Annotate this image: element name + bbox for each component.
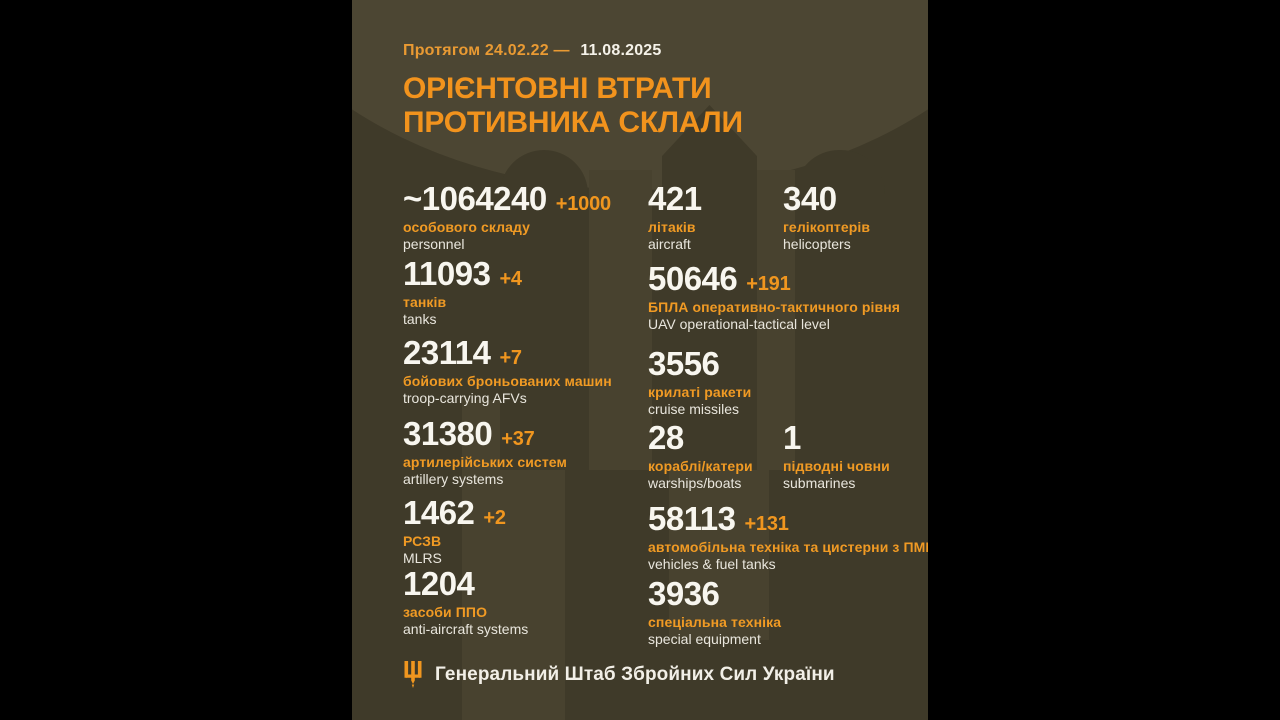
stat-label-en: tanks	[403, 311, 437, 327]
stat-value: 421	[648, 180, 702, 217]
stat-label-en: vehicles & fuel tanks	[648, 556, 776, 572]
stat-label-en: anti-aircraft systems	[403, 621, 529, 637]
stat-mlrs: 1462 +2 РСЗВ MLRS	[403, 496, 506, 567]
stat-submarines: 1 підводні човни submarines	[783, 421, 890, 492]
stat-label-ua: підводні човни	[783, 458, 890, 474]
stat-delta: +37	[501, 428, 535, 450]
stat-uav: 50646 +191 БПЛА оперативно-тактичного рі…	[648, 262, 900, 333]
watermark-trident-prong-right	[795, 150, 885, 470]
stat-label-ua: автомобільна техніка та цистерни з ПММ	[648, 539, 928, 555]
stat-value: 58113	[648, 500, 736, 537]
stat-label-ua: БПЛА оперативно-тактичного рівня	[648, 299, 901, 315]
stat-label-en: artillery systems	[403, 471, 504, 487]
period-line: Протягом 24.02.22 — 11.08.2025	[403, 42, 662, 60]
stat-label-en: special equipment	[648, 631, 761, 647]
period-prefix: Протягом 24.02.22 —	[403, 42, 570, 59]
stat-value: 1462	[403, 494, 475, 531]
stat-value: 28	[648, 419, 684, 456]
stat-label-ua: крилаті ракети	[648, 384, 752, 400]
stat-label-en: personnel	[403, 236, 465, 252]
stat-label-ua: кораблі/катери	[648, 458, 753, 474]
stat-label-en: cruise missiles	[648, 401, 740, 417]
stat-value: 1204	[403, 565, 475, 602]
stat-label-ua: спеціальна техніка	[648, 614, 782, 630]
stat-label-en: helicopters	[783, 236, 851, 252]
watermark-gap-band	[589, 170, 652, 470]
stat-label-ua: бойових броньованих машин	[403, 373, 612, 389]
stat-label-ua: засоби ППО	[403, 604, 488, 620]
trident-icon	[404, 661, 422, 688]
stat-delta: +7	[499, 347, 522, 369]
stat-label-en: MLRS	[403, 550, 442, 566]
footer-organization: Генеральний Штаб Збройних Сил України	[435, 663, 835, 685]
watermark-trident-prong-left	[500, 150, 588, 470]
stat-delta: +131	[744, 513, 789, 535]
stat-delta: +1000	[555, 193, 611, 215]
stat-value: 3556	[648, 345, 720, 382]
stat-warships: 28 кораблі/катери warships/boats	[648, 421, 753, 492]
stat-aircraft: 421 літаків aircraft	[648, 182, 702, 253]
stat-label-ua: танків	[403, 294, 447, 310]
stat-value: 340	[783, 180, 837, 217]
stat-tanks: 11093 +4 танків tanks	[403, 257, 522, 328]
stat-label-ua: літаків	[648, 219, 696, 235]
stat-special-equipment: 3936 спеціальна техніка special equipmen…	[648, 577, 781, 648]
stat-label-ua: гелікоптерів	[783, 219, 871, 235]
page-title: ОРІЄНТОВНІ ВТРАТИ ПРОТИВНИКА СКЛАЛИ	[403, 72, 743, 140]
title-line-1: ОРІЄНТОВНІ ВТРАТИ	[403, 72, 712, 105]
stat-vehicles-fuel: 58113 +131 автомобільна техніка та цисте…	[648, 502, 928, 573]
footer: Генеральний Штаб Збройних Сил України	[403, 661, 835, 688]
stat-value: 23114	[403, 334, 491, 371]
watermark-trident-prong-middle	[662, 105, 757, 470]
title-line-2: ПРОТИВНИКА СКЛАЛИ	[403, 106, 743, 139]
stat-label-ua: особового складу	[403, 219, 531, 235]
stat-delta: +4	[499, 268, 522, 290]
period-date: 11.08.2025	[580, 42, 662, 59]
stat-cruise-missiles: 3556 крилаті ракети cruise missiles	[648, 347, 751, 418]
stat-personnel: ~1064240 +1000 особового складу personne…	[403, 182, 611, 253]
stat-value: 3936	[648, 575, 720, 612]
stat-delta: +2	[483, 507, 506, 529]
stat-label-en: submarines	[783, 475, 856, 491]
stat-value: 50646	[648, 260, 738, 297]
stat-helicopters: 340 гелікоптерів helicopters	[783, 182, 870, 253]
stat-label-ua: РСЗВ	[403, 533, 442, 549]
infographic-canvas: Протягом 24.02.22 — 11.08.2025 ОРІЄНТОВН…	[352, 0, 928, 720]
stat-label-en: troop-carrying AFVs	[403, 390, 527, 406]
stat-afv: 23114 +7 бойових броньованих машин troop…	[403, 336, 612, 407]
stat-value: 31380	[403, 415, 493, 452]
stat-value: 11093	[403, 255, 491, 292]
stat-label-en: aircraft	[648, 236, 691, 252]
stat-label-en: warships/boats	[648, 475, 742, 491]
stat-artillery: 31380 +37 артилерійських систем artiller…	[403, 417, 567, 488]
stat-value: ~1064240	[403, 180, 547, 217]
stat-value: 1	[783, 419, 801, 456]
stat-label-en: UAV operational-tactical level	[648, 316, 830, 332]
stat-label-ua: артилерійських систем	[403, 454, 567, 470]
stat-anti-aircraft: 1204 засоби ППО anti-aircraft systems	[403, 567, 528, 638]
stat-delta: +191	[746, 273, 791, 295]
